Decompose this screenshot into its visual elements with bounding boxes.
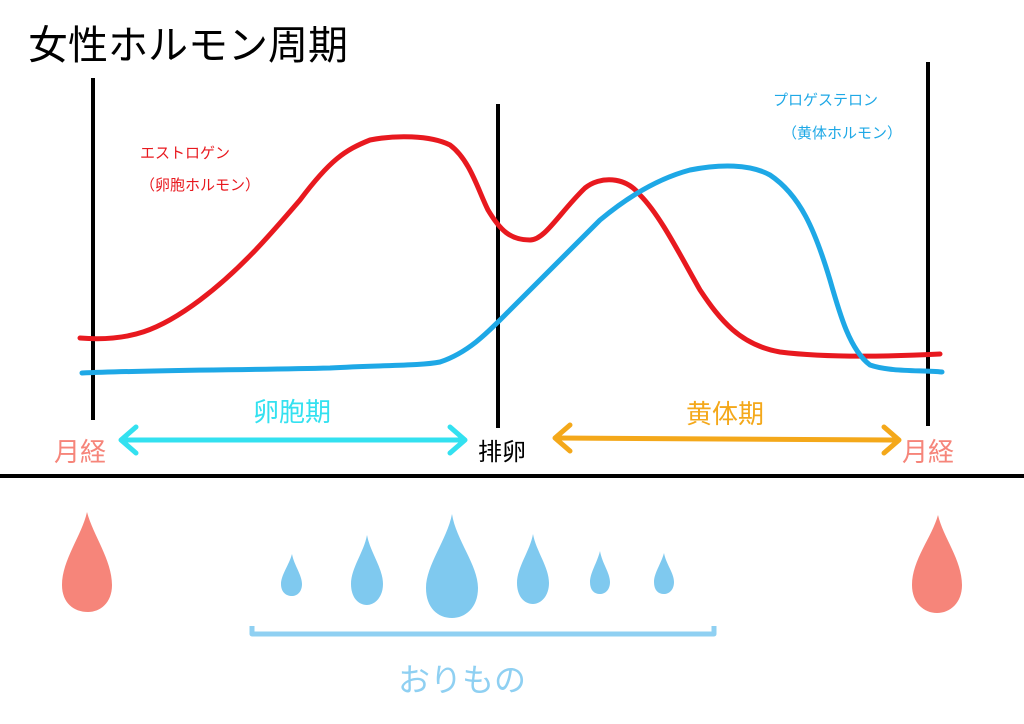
follicular-phase-label: 卵胞期 <box>253 400 331 426</box>
discharge-label: おりもの <box>398 664 526 696</box>
progesterone-sublabel: （黄体ホルモン） <box>782 126 902 141</box>
discharge-bracket <box>252 626 714 634</box>
discharge-drop-icon <box>590 551 610 594</box>
ovulation-label: 排卵 <box>478 440 526 464</box>
estrogen-curve <box>80 137 940 356</box>
page-title: 女性ホルモン周期 <box>28 26 348 66</box>
menstruation-label-right: 月経 <box>902 440 954 466</box>
luteal-phase-label: 黄体期 <box>686 402 764 428</box>
discharge-drop-icon <box>654 553 674 594</box>
discharge-drop-icon <box>351 535 383 605</box>
progesterone-curve <box>82 166 942 373</box>
discharge-drop-icon <box>426 514 478 618</box>
menstruation-label-left: 月経 <box>54 440 106 466</box>
discharge-drop-icon <box>281 554 302 596</box>
follicular-phase-arrow <box>121 427 465 453</box>
discharge-drop-icon <box>517 534 549 604</box>
progesterone-label: プロゲステロン <box>773 93 878 108</box>
estrogen-sublabel: （卵胞ホルモン） <box>140 178 260 193</box>
menstruation-drop-icon <box>912 515 962 613</box>
estrogen-label: エストロゲン <box>140 146 230 161</box>
menstruation-drop-icon <box>62 512 112 612</box>
